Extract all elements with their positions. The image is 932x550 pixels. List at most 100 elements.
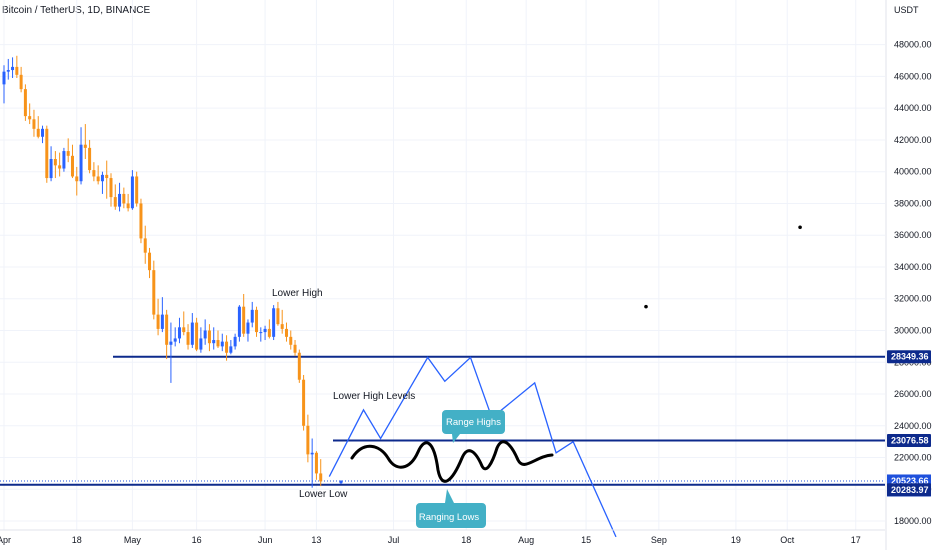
candle [255, 309, 259, 333]
y-tick-label: 44000.00 [894, 103, 932, 113]
x-tick-label: 16 [192, 535, 202, 545]
stray-point [644, 304, 648, 309]
x-tick-label: 15 [581, 535, 591, 545]
candle [267, 328, 271, 337]
grid [0, 0, 885, 530]
candle [199, 338, 203, 350]
candle [207, 330, 211, 344]
candle [203, 330, 207, 339]
candle [259, 332, 263, 334]
candle [19, 74, 23, 90]
candle [143, 238, 147, 253]
candle [49, 158, 53, 179]
x-tick-label: Jul [388, 535, 400, 545]
y-tick-label: 42000.00 [894, 135, 932, 145]
candle [139, 203, 143, 239]
candle [314, 452, 318, 474]
y-tick-label: 48000.00 [894, 40, 932, 50]
x-tick-label: Apr [0, 535, 11, 545]
candle [173, 338, 177, 342]
ranging-wave [350, 440, 554, 483]
candle [113, 197, 117, 207]
callout-range-highs [442, 410, 505, 443]
candle [229, 346, 233, 353]
x-tick-label: Oct [780, 535, 795, 545]
current-price-label: 20523.66 [891, 476, 929, 486]
candle [289, 336, 293, 345]
y-tick-label: 32000.00 [894, 294, 932, 304]
callout-label: Range Highs [446, 417, 501, 428]
candle [118, 193, 122, 207]
x-tick-label: Aug [518, 535, 534, 545]
candle [122, 193, 126, 204]
level-tag-label: 23076.58 [891, 435, 929, 445]
annotations: Lower High Lower High Levels Lower Low [272, 288, 415, 500]
y-tick-label: 24000.00 [894, 421, 932, 431]
candle [165, 314, 169, 345]
x-tick-label: Jun [258, 535, 273, 545]
x-tick-label: 18 [72, 535, 82, 545]
candle [225, 341, 229, 353]
candle [297, 352, 301, 380]
candles [2, 55, 323, 488]
x-tick-label: Sep [651, 535, 667, 545]
callout-ranging-lows [416, 489, 486, 528]
level-tag [887, 483, 931, 497]
candle [15, 66, 19, 75]
y-tick-label: 18000.00 [894, 516, 932, 526]
candle [169, 341, 173, 345]
level-tag [887, 433, 931, 447]
candle [216, 340, 220, 347]
candle [53, 158, 57, 166]
y-tick-label: 36000.00 [894, 230, 932, 240]
stray-points [644, 225, 802, 309]
candle [276, 308, 280, 325]
candle [83, 144, 87, 148]
candle [186, 332, 190, 345]
candle [177, 327, 181, 339]
annotation-label: Lower Low [299, 489, 348, 500]
stray-point [798, 225, 802, 230]
candle [6, 70, 10, 72]
annotation-label: Lower High Levels [333, 391, 415, 402]
candle [152, 270, 156, 315]
annotation-label: Lower High [272, 288, 323, 299]
candle [195, 322, 199, 350]
callout-label: Ranging Lows [419, 512, 479, 523]
x-tick-label: May [124, 535, 142, 545]
candle [242, 306, 246, 334]
candle [135, 176, 139, 204]
low-marker [339, 480, 343, 484]
horizontal-levels [0, 355, 885, 486]
candle [28, 116, 32, 120]
wave-line [350, 440, 554, 483]
candle [105, 174, 109, 179]
candle [319, 473, 323, 482]
candle [148, 252, 152, 271]
candle [32, 119, 36, 129]
candle [109, 178, 113, 198]
symbol-title: Bitcoin / TetherUS, 1D, BINANCE [2, 5, 151, 16]
candle [280, 324, 284, 329]
y-tick-label: 40000.00 [894, 167, 932, 177]
projection-path [328, 356, 617, 538]
candle [79, 144, 83, 182]
projection-line [328, 356, 617, 538]
candle [75, 176, 79, 182]
candle [182, 327, 186, 333]
y-tick-label: 38000.00 [894, 198, 932, 208]
level-tag-label: 28349.36 [891, 352, 929, 362]
x-tick-label: 19 [731, 535, 741, 545]
candle [92, 170, 96, 177]
candle [62, 151, 66, 169]
candle [233, 336, 237, 347]
candle [2, 71, 6, 85]
candle [246, 322, 250, 334]
candle [41, 128, 45, 137]
candle [306, 425, 310, 455]
time-axis: Apr 18 May 16 Jun 13 Jul 18 Aug 15 Sep 19 Oct 17 [0, 529, 885, 545]
y-tick-label: 46000.00 [894, 71, 932, 81]
